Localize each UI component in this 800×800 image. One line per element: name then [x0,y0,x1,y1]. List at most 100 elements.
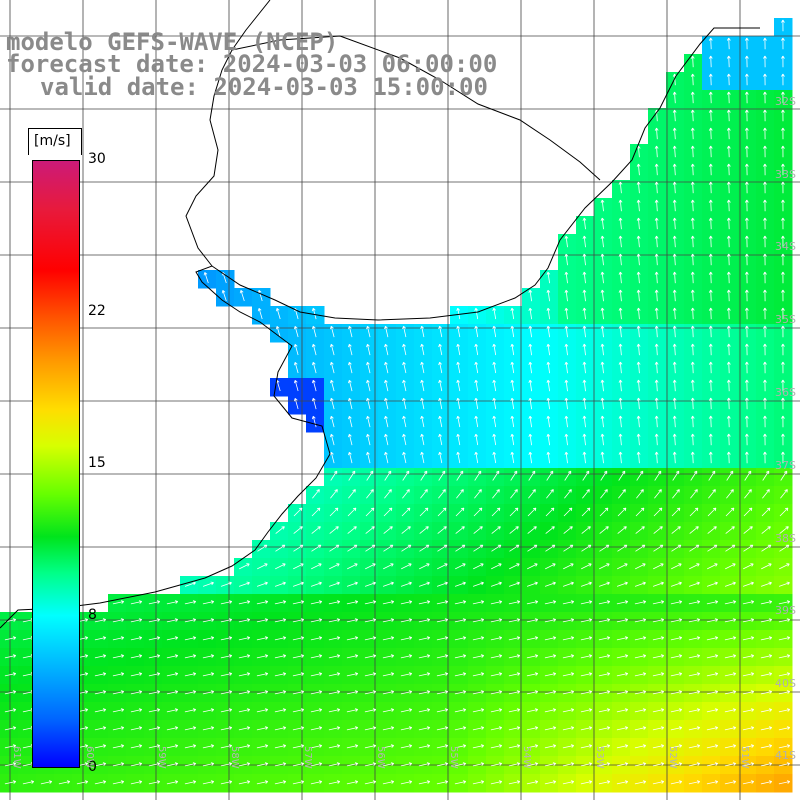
wind-arrow [654,361,659,374]
wind-arrow [636,451,641,464]
wind-arrow [293,526,303,534]
wind-arrow [582,361,587,374]
wind-arrow [526,726,539,731]
wind-arrow [690,397,695,410]
wind-arrow [58,780,71,785]
wind-arrow [744,433,749,446]
wind-arrow [420,343,425,356]
wind-arrow [708,235,713,248]
lon-label-53w: 53W [594,746,605,769]
lat-label-39s: 39S [775,604,796,617]
wind-arrow [365,507,375,517]
wind-arrow [616,780,629,785]
wind-arrow [472,780,485,785]
wind-arrow [706,780,719,785]
wind-arrow [654,235,659,248]
wind-arrow [420,325,425,338]
wind-arrow [598,581,610,587]
coastline [0,27,760,629]
wind-arrow [508,762,521,767]
wind-arrow [634,726,647,731]
wind-arrow [330,470,338,481]
wind-arrow [781,217,785,230]
wind-arrow [472,618,485,623]
wind-arrow [760,708,773,713]
wind-arrow [744,217,749,230]
wind-arrow [474,415,479,428]
wind-arrow [708,289,713,302]
wind-arrow [94,762,107,767]
wind-arrow [418,672,431,677]
wind-arrow [310,726,323,731]
wind-arrow [618,397,623,410]
wind-arrow [527,526,537,534]
wind-arrow [328,744,341,749]
wind-arrow [528,489,536,499]
wind-arrow [348,489,356,499]
wind-arrow [473,563,484,570]
wind-arrow [634,672,647,677]
wind-arrow [781,433,785,446]
wind-arrow [781,109,785,122]
wind-arrow [454,690,467,695]
wind-arrow [347,526,357,534]
wind-arrow [708,145,713,158]
wind-arrow [726,489,734,499]
wind-arrow [744,307,749,320]
wind-arrow [473,526,483,534]
wind-arrow [672,379,677,392]
wind-arrow [274,744,287,749]
wind-arrow [438,415,443,428]
wind-arrow [402,470,410,481]
wind-arrow [654,379,659,392]
wind-arrow [274,600,287,605]
wind-arrow [473,507,483,517]
wind-arrow [726,289,731,302]
wind-arrow [473,544,484,552]
wind-arrow [508,636,521,641]
wind-arrow [508,744,521,749]
wind-arrow [618,361,623,374]
wind-arrow [400,780,413,785]
wind-arrow [112,690,125,695]
wind-arrow [616,708,629,713]
wind-arrow [292,600,305,605]
wind-arrow [653,563,664,570]
wind-arrow [618,470,626,481]
wind-arrow [130,600,143,605]
wind-arrow [634,780,647,785]
wind-arrow [724,618,737,623]
wind-arrow [671,526,681,534]
wind-arrow [472,636,485,641]
wind-arrow [4,672,17,677]
wind-arrow [311,379,317,392]
wind-arrow [528,361,533,374]
wind-arrow [688,708,701,713]
wind-arrow [690,109,695,122]
wind-arrow [456,489,464,499]
wind-arrow [708,489,716,499]
wind-arrow [670,672,683,677]
wind-arrow [760,744,773,749]
wind-arrow [292,618,305,623]
wind-arrow [618,433,623,446]
wind-arrow [402,379,407,392]
wind-arrow [672,361,677,374]
wind-arrow [690,379,695,392]
wind-arrow [472,690,485,695]
wind-arrow [528,433,533,446]
lon-label-55w: 55W [448,746,459,769]
wind-arrow [562,618,575,623]
wind-arrow [690,235,695,248]
wind-arrow [636,217,641,230]
wind-arrow [366,379,371,392]
wind-arrow [690,343,695,356]
wind-arrow [708,181,713,194]
wind-arrow [634,708,647,713]
wind-arrow [763,271,767,284]
wind-arrow [328,672,341,677]
wind-arrow [708,343,713,356]
wind-arrow [690,73,695,86]
wind-arrow [581,507,591,517]
wind-arrow [491,507,501,517]
